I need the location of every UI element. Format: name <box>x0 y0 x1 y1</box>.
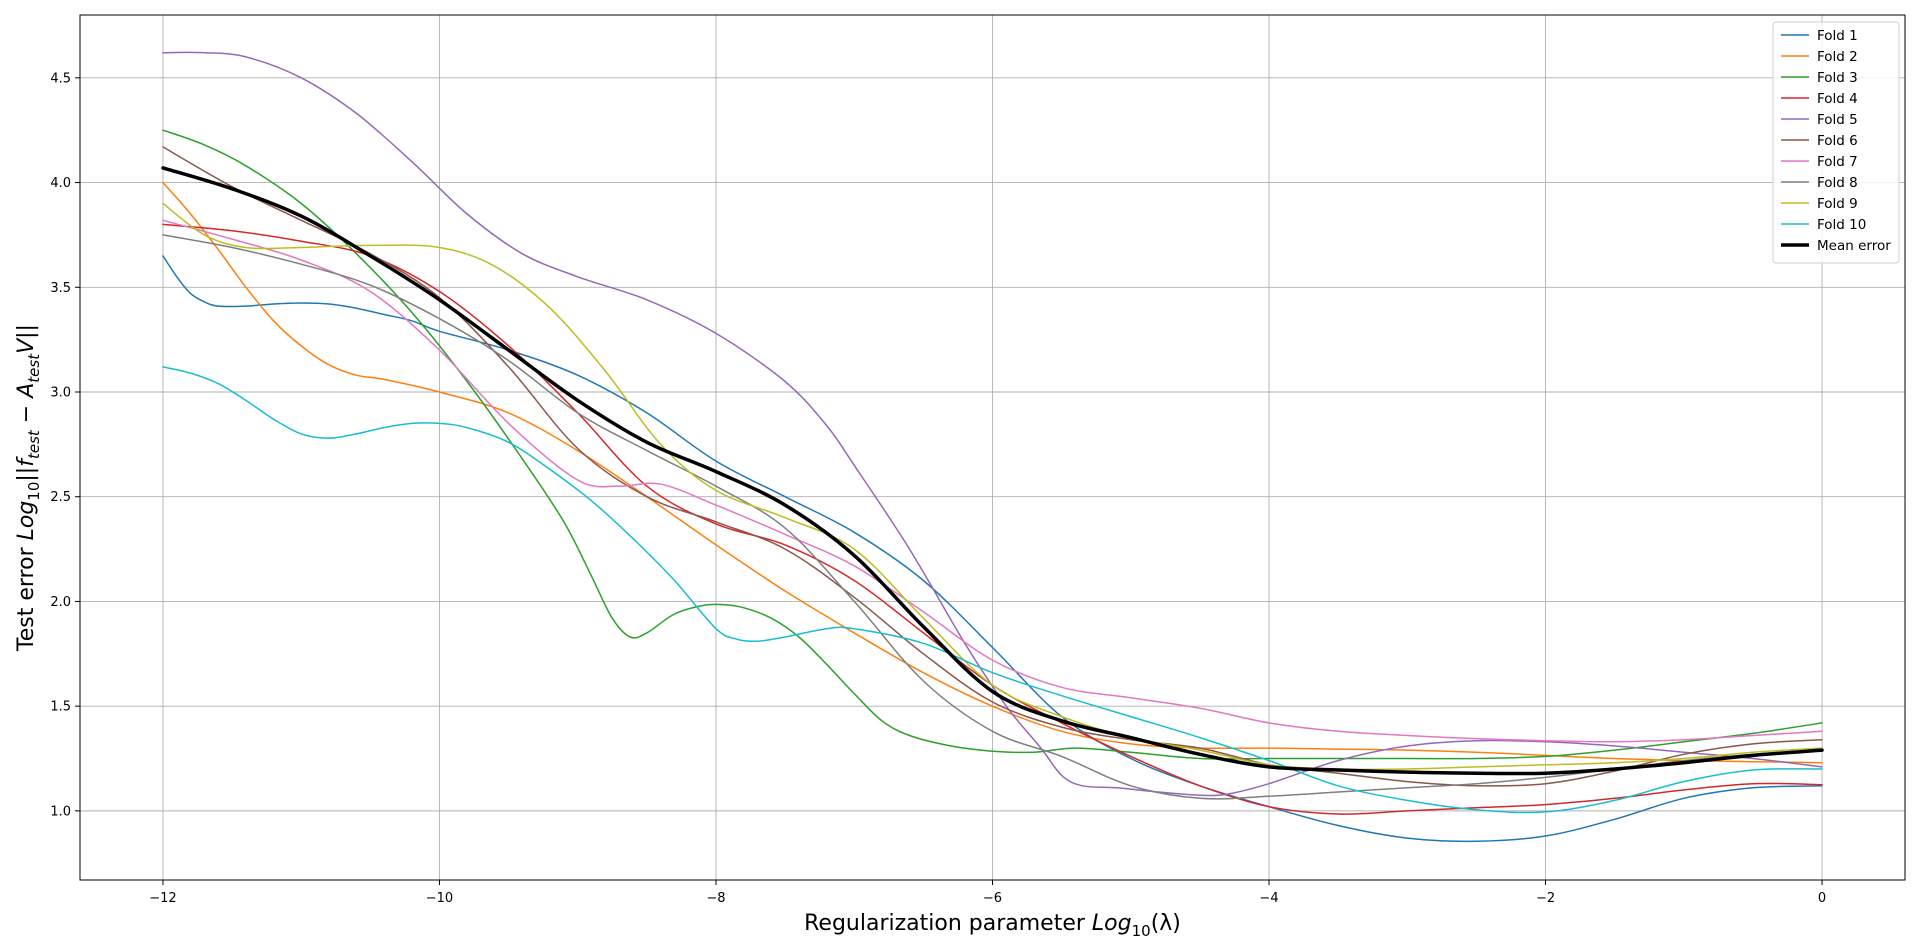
series-line-fold-9 <box>162 202 1823 771</box>
series-line-fold-1 <box>162 255 1823 843</box>
y-tick-label: 1.5 <box>50 700 71 715</box>
legend-label-fold-1: Fold 1 <box>1817 28 1858 44</box>
legend-label-fold-10: Fold 10 <box>1817 217 1866 233</box>
legend: Fold 1 Fold 2 Fold 3 Fold 4 Fold 5 Fold 6 Fold… <box>1772 21 1900 264</box>
series-line-fold-5 <box>162 51 1823 797</box>
legend-label-fold-8: Fold 8 <box>1817 175 1858 191</box>
x-tick-label: −8 <box>706 891 725 906</box>
legend-label-mean-error: Mean error <box>1817 238 1891 254</box>
y-axis-label: Test error Log10||ftest − AtestV|| <box>14 324 43 652</box>
series-line-fold-2 <box>162 181 1823 764</box>
legend-label-fold-3: Fold 3 <box>1817 70 1858 86</box>
grid-lines <box>80 15 1905 880</box>
legend-label-fold-7: Fold 7 <box>1817 154 1858 170</box>
y-tick-label: 4.5 <box>50 71 71 86</box>
x-tick-label: −6 <box>983 891 1002 906</box>
series-line-fold-3 <box>162 129 1823 760</box>
y-tick-label: 3.5 <box>50 281 71 296</box>
x-axis-label: Regularization parameter Log10(λ) <box>804 911 1181 940</box>
series-line-fold-10 <box>162 366 1823 814</box>
legend-label-fold-9: Fold 9 <box>1817 196 1858 212</box>
series-lines <box>161 51 1824 843</box>
y-tick-label: 2.5 <box>50 490 71 505</box>
y-tick-label: 2.0 <box>50 595 71 610</box>
x-tick-label: −12 <box>149 891 176 906</box>
x-tick-label: 0 <box>1818 891 1826 906</box>
series-line-fold-7 <box>162 219 1823 743</box>
series-line-mean-error <box>161 166 1824 776</box>
legend-label-fold-6: Fold 6 <box>1817 133 1858 149</box>
y-tick-label: 1.0 <box>50 804 71 819</box>
x-tick-label: −4 <box>1259 891 1278 906</box>
axis-ticks: −12 −10 −8 −6 −4 −2 0 1.0 1.5 2.0 2.5 3.0 3.5 4.0 4.5 <box>50 71 1826 906</box>
x-tick-label: −2 <box>1536 891 1555 906</box>
series-line-fold-8 <box>162 234 1823 800</box>
series-line-fold-4 <box>162 223 1823 815</box>
legend-label-fold-5: Fold 5 <box>1817 112 1858 128</box>
legend-label-fold-4: Fold 4 <box>1817 91 1858 107</box>
x-tick-label: −10 <box>426 891 453 906</box>
legend-label-fold-2: Fold 2 <box>1817 49 1858 65</box>
y-tick-label: 4.0 <box>50 176 71 191</box>
y-tick-label: 3.0 <box>50 385 71 400</box>
